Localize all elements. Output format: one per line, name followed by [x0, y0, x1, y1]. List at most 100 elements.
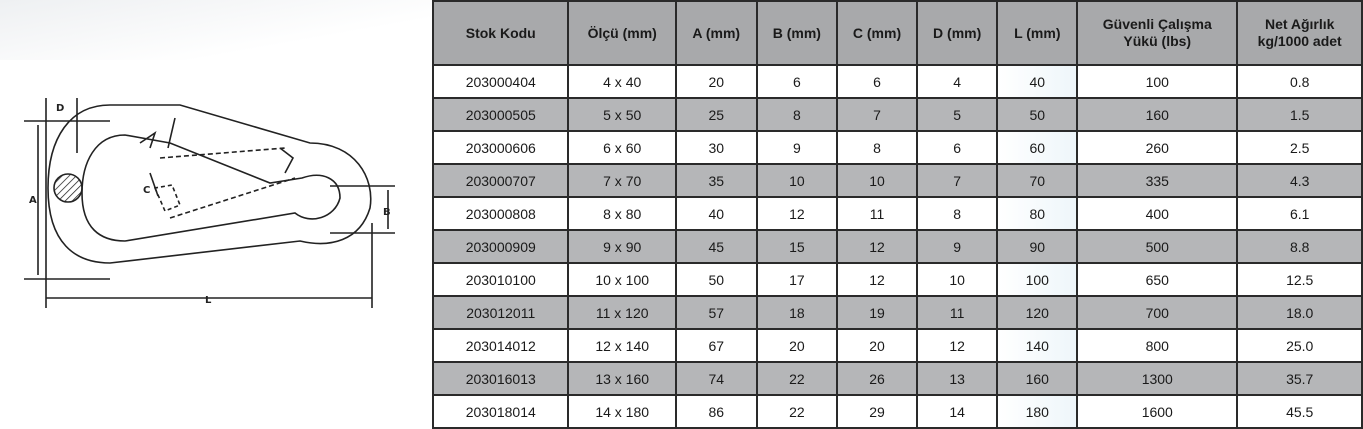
- table-cell: 12: [836, 229, 918, 264]
- table-cell: 14 x 180: [567, 394, 677, 429]
- hook-outer: [47, 104, 372, 264]
- table-row: 203012011 11 x 120 57 18 19 11 120 700 18.0: [431, 295, 1363, 330]
- table-cell: 203012011: [431, 295, 570, 330]
- table-cell: 120: [996, 295, 1079, 330]
- table-cell: 15: [755, 229, 839, 264]
- table-cell: 14: [915, 394, 999, 429]
- table-cell: 9: [755, 130, 839, 165]
- table-cell: 203000707: [431, 163, 570, 198]
- column-header: C (mm): [836, 0, 918, 66]
- table-cell: 203000606: [431, 130, 570, 165]
- table-row: 203000505 5 x 50 25 8 7 5 50 160 1.5: [431, 97, 1363, 132]
- table-cell: 22: [755, 394, 839, 429]
- table-cell: 12.5: [1236, 262, 1363, 297]
- table-cell: 29: [836, 394, 918, 429]
- table-header-row: Stok Kodu Ölçü (mm) A (mm) B (mm) C (mm) D (m…: [431, 0, 1363, 66]
- table-cell: 18: [755, 295, 839, 330]
- label-c: C: [143, 185, 150, 196]
- table-cell: 57: [674, 295, 758, 330]
- table-cell: 12: [836, 262, 918, 297]
- table-cell: 8: [755, 97, 839, 132]
- table-cell: 4 x 40: [567, 64, 677, 99]
- table-cell: 50: [674, 262, 758, 297]
- table-cell: 400: [1076, 196, 1239, 231]
- table-cell: 500: [1076, 229, 1239, 264]
- hook-inner: [81, 134, 341, 242]
- table-cell: 10: [915, 262, 999, 297]
- table-cell: 2.5: [1236, 130, 1363, 165]
- column-header: Stok Kodu: [431, 0, 570, 66]
- table-cell: 203014012: [431, 328, 570, 363]
- table-cell: 7: [836, 97, 918, 132]
- table-row: 203016013 13 x 160 74 22 26 13 160 1300 35.7: [431, 361, 1363, 396]
- table-cell: 4: [915, 64, 999, 99]
- column-header: D (mm): [915, 0, 999, 66]
- table-cell: 203010100: [431, 262, 570, 297]
- table-cell: 203000505: [431, 97, 570, 132]
- label-d: D: [56, 103, 64, 114]
- table-cell: 70: [996, 163, 1079, 198]
- table-cell: 11 x 120: [567, 295, 677, 330]
- table-cell: 8: [836, 130, 918, 165]
- column-header: Ölçü (mm): [567, 0, 677, 66]
- table-row: 203018014 14 x 180 86 22 29 14 180 1600 45.5: [431, 394, 1363, 429]
- table-cell: 800: [1076, 328, 1239, 363]
- table-cell: 11: [915, 295, 999, 330]
- table-cell: 7 x 70: [567, 163, 677, 198]
- table-cell: 11: [836, 196, 918, 231]
- table-cell: 30: [674, 130, 758, 165]
- table-cell: 160: [996, 361, 1079, 396]
- column-header: B (mm): [755, 0, 839, 66]
- table-cell: 5 x 50: [567, 97, 677, 132]
- table-cell: 60: [996, 130, 1079, 165]
- table-cell: 260: [1076, 130, 1239, 165]
- table-cell: 6 x 60: [567, 130, 677, 165]
- table-cell: 180: [996, 394, 1079, 429]
- background-fade: [0, 0, 430, 60]
- table-cell: 650: [1076, 262, 1239, 297]
- table-cell: 25.0: [1236, 328, 1363, 363]
- table-cell: 1300: [1076, 361, 1239, 396]
- table-cell: 22: [755, 361, 839, 396]
- table-cell: 35: [674, 163, 758, 198]
- table-cell: 6: [836, 64, 918, 99]
- table-cell: 335: [1076, 163, 1239, 198]
- table-cell: 6: [915, 130, 999, 165]
- table-cell: 100: [996, 262, 1079, 297]
- label-a: A: [29, 195, 37, 206]
- table-cell: 40: [996, 64, 1079, 99]
- table-cell: 203000808: [431, 196, 570, 231]
- table-cell: 74: [674, 361, 758, 396]
- table-cell: 12 x 140: [567, 328, 677, 363]
- label-l: L: [205, 295, 212, 306]
- table-row: 203000404 4 x 40 20 6 6 4 40 100 0.8: [431, 64, 1363, 99]
- table-cell: 6: [755, 64, 839, 99]
- snap-hook-diagram: A B C D L: [24, 98, 395, 308]
- column-header: L (mm): [996, 0, 1079, 66]
- table-cell: 26: [836, 361, 918, 396]
- table-cell: 10 x 100: [567, 262, 677, 297]
- label-b: B: [383, 207, 391, 218]
- table-cell: 203000909: [431, 229, 570, 264]
- table-row: 203000909 9 x 90 45 15 12 9 90 500 8.8: [431, 229, 1363, 264]
- table-cell: 0.8: [1236, 64, 1363, 99]
- specification-table: Stok Kodu Ölçü (mm) A (mm) B (mm) C (mm) D (m…: [431, 0, 1363, 429]
- table-cell: 6.1: [1236, 196, 1363, 231]
- table-cell: 8: [915, 196, 999, 231]
- table-cell: 10: [836, 163, 918, 198]
- table-cell: 1600: [1076, 394, 1239, 429]
- table-row: 203014012 12 x 140 67 20 20 12 140 800 25.0: [431, 328, 1363, 363]
- table-cell: 700: [1076, 295, 1239, 330]
- table-row: 203000707 7 x 70 35 10 10 7 70 335 4.3: [431, 163, 1363, 198]
- column-header: Güvenli Çalışma Yükü (lbs): [1076, 0, 1239, 66]
- table-cell: 20: [755, 328, 839, 363]
- table-cell: 90: [996, 229, 1079, 264]
- table-row: 203000606 6 x 60 30 9 8 6 60 260 2.5: [431, 130, 1363, 165]
- table-cell: 40: [674, 196, 758, 231]
- table-cell: 1.5: [1236, 97, 1363, 132]
- table-cell: 19: [836, 295, 918, 330]
- table-cell: 9: [915, 229, 999, 264]
- table-cell: 5: [915, 97, 999, 132]
- table-cell: 9 x 90: [567, 229, 677, 264]
- table-cell: 10: [755, 163, 839, 198]
